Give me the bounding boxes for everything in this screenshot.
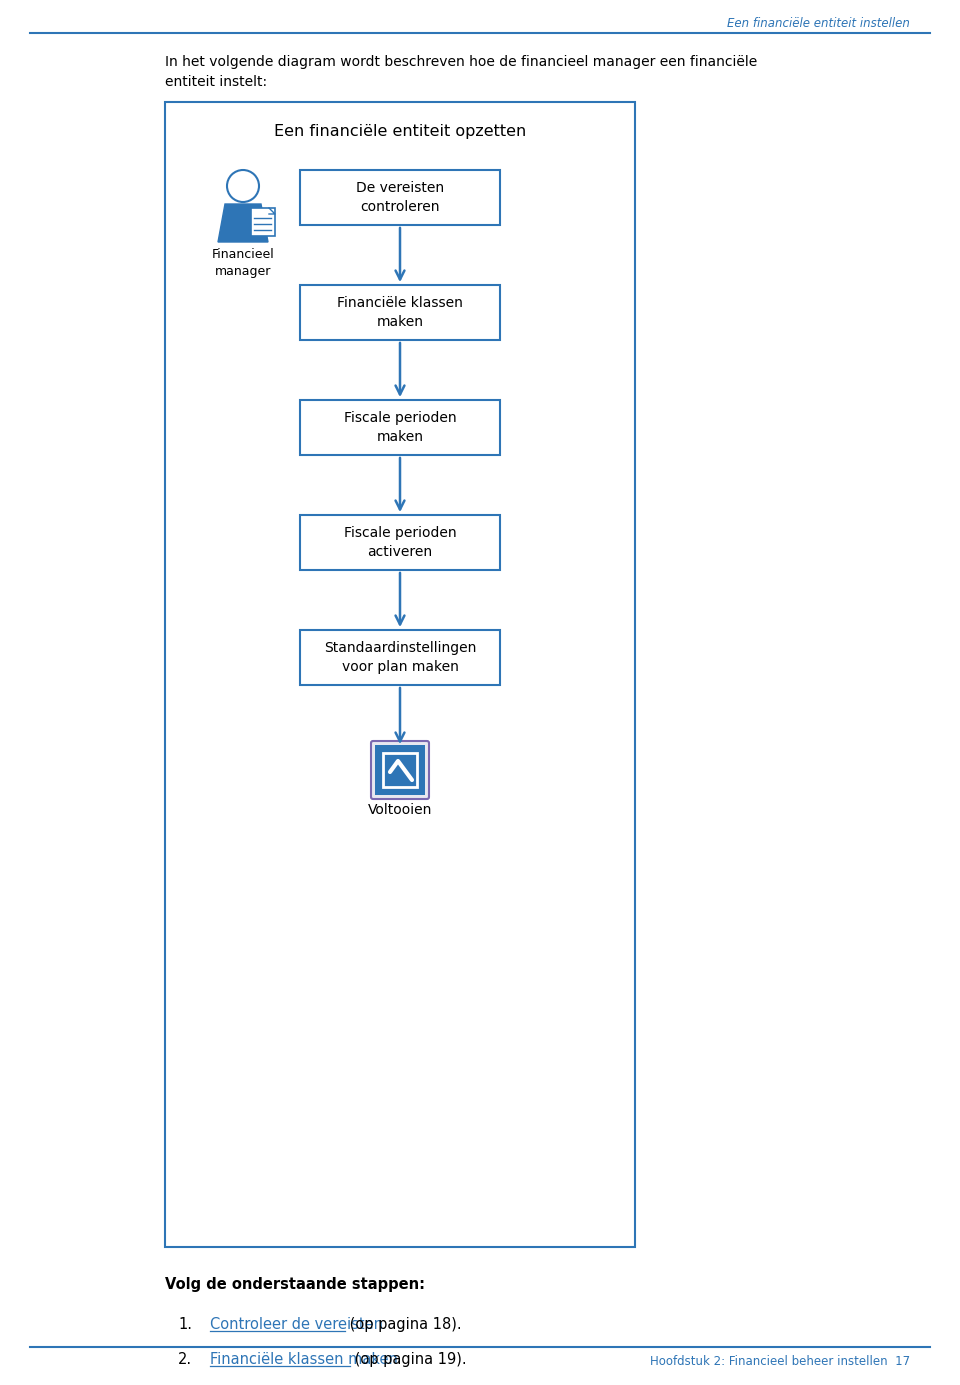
FancyBboxPatch shape bbox=[300, 400, 500, 456]
Text: Voltooien: Voltooien bbox=[368, 803, 432, 817]
FancyBboxPatch shape bbox=[300, 285, 500, 339]
Text: Standaardinstellingen
voor plan maken: Standaardinstellingen voor plan maken bbox=[324, 641, 476, 674]
Text: Controleer de vereisten: Controleer de vereisten bbox=[210, 1317, 383, 1332]
Text: 2.: 2. bbox=[178, 1352, 192, 1367]
FancyBboxPatch shape bbox=[300, 515, 500, 571]
Text: (op pagina 18).: (op pagina 18). bbox=[345, 1317, 461, 1332]
Text: De vereisten
controleren: De vereisten controleren bbox=[356, 181, 444, 213]
Text: entiteit instelt:: entiteit instelt: bbox=[165, 75, 267, 89]
FancyBboxPatch shape bbox=[251, 208, 275, 235]
Text: Fiscale perioden
maken: Fiscale perioden maken bbox=[344, 411, 456, 445]
FancyBboxPatch shape bbox=[375, 745, 425, 795]
Text: Financieel
manager: Financieel manager bbox=[211, 248, 275, 278]
FancyBboxPatch shape bbox=[300, 170, 500, 224]
Text: (op pagina 19).: (op pagina 19). bbox=[350, 1352, 467, 1367]
FancyBboxPatch shape bbox=[371, 741, 429, 799]
FancyBboxPatch shape bbox=[383, 753, 417, 787]
Polygon shape bbox=[218, 204, 268, 242]
FancyBboxPatch shape bbox=[300, 630, 500, 686]
Text: Fiscale perioden
activeren: Fiscale perioden activeren bbox=[344, 526, 456, 560]
Text: In het volgende diagram wordt beschreven hoe de financieel manager een financiël: In het volgende diagram wordt beschreven… bbox=[165, 55, 757, 69]
Text: Een financiële entiteit opzetten: Een financiële entiteit opzetten bbox=[274, 125, 526, 138]
Text: 1.: 1. bbox=[178, 1317, 192, 1332]
Text: Een financiële entiteit instellen: Een financiële entiteit instellen bbox=[727, 17, 910, 30]
Text: Volg de onderstaande stappen:: Volg de onderstaande stappen: bbox=[165, 1277, 425, 1292]
Text: Financiële klassen
maken: Financiële klassen maken bbox=[337, 296, 463, 330]
Text: Hoofdstuk 2: Financieel beheer instellen  17: Hoofdstuk 2: Financieel beheer instellen… bbox=[650, 1355, 910, 1368]
Text: Financiële klassen maken: Financiële klassen maken bbox=[210, 1352, 397, 1367]
FancyBboxPatch shape bbox=[165, 102, 635, 1246]
